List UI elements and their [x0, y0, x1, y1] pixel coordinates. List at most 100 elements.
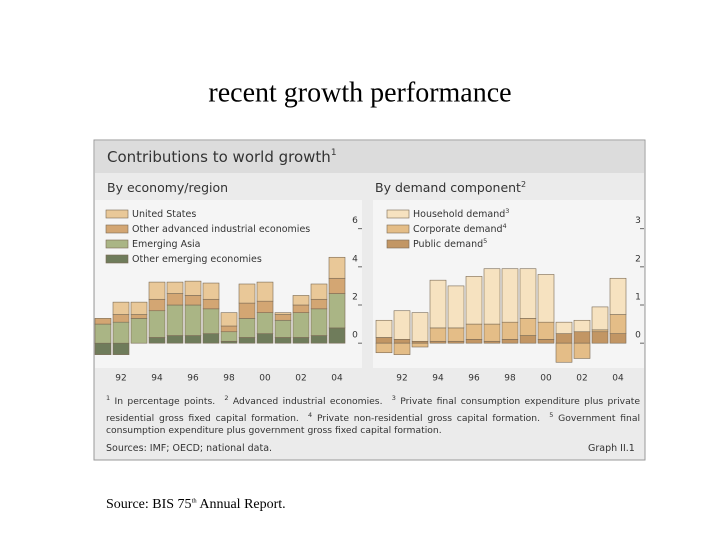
bar-segment [274, 314, 292, 321]
legend-label: Household demand3 [413, 207, 509, 220]
sources: Sources: IMF; OECD; national data. [106, 443, 273, 454]
footnote-text: In percentage points. [114, 396, 216, 408]
bar-segment [184, 280, 202, 296]
bar-segment [573, 331, 591, 344]
legend-label: Corporate demand4 [413, 222, 507, 235]
bar-segment [483, 268, 501, 325]
bar-segment [609, 333, 627, 344]
bar-segment [310, 283, 328, 300]
bar-segment [112, 321, 130, 344]
bar-segment [609, 314, 627, 334]
bar-segment [130, 301, 148, 315]
bar-segment [220, 312, 238, 327]
bar-segment [393, 339, 411, 344]
footnote-mark: 3 [391, 394, 396, 402]
source-text: Annual Report. [196, 497, 286, 512]
y-tick-label: 4 [352, 254, 358, 264]
legend-label: Emerging Asia [132, 239, 201, 250]
legend-swatch [105, 224, 129, 234]
legend-name: Corporate demand [413, 224, 503, 235]
y-tick-label: 0 [635, 331, 641, 341]
legend-label: Other advanced industrial economies [132, 224, 310, 235]
bar-segment [537, 339, 555, 344]
bar-segment [238, 337, 256, 344]
bar-segment [447, 327, 465, 342]
bar-segment [292, 295, 310, 306]
source: Source: BIS 75th Annual Report. [106, 497, 286, 513]
x-tick-label: 92 [115, 374, 126, 384]
legend-label: Public demand5 [413, 237, 487, 250]
chart-subtitle-text: By economy/region [107, 180, 228, 195]
bar-segment [328, 327, 346, 344]
legend-swatch [105, 239, 129, 249]
legend-swatch [386, 224, 410, 234]
legend-name: Public demand [413, 239, 483, 250]
footnote-text: Government final consumption expenditure… [106, 412, 641, 437]
legend-name: Household demand [413, 209, 505, 220]
legend-swatch [386, 209, 410, 219]
bar-segment [465, 339, 483, 344]
bar-segment [591, 306, 609, 331]
bar-segment [483, 323, 501, 342]
bar-segment [519, 318, 537, 336]
chart-subtitle-text: By demand component [375, 180, 521, 195]
footnote-mark: 5 [549, 410, 554, 419]
bar-segment [274, 319, 292, 338]
bar-segment [184, 335, 202, 344]
bar-segment [112, 342, 130, 355]
bar-segment [591, 331, 609, 344]
slide-title: recent growth performance [208, 77, 511, 108]
legend-swatch [386, 239, 410, 249]
x-tick-label: 04 [331, 374, 343, 384]
x-tick-label: 96 [187, 374, 199, 384]
bar-segment [112, 301, 130, 315]
bar-segment [292, 337, 310, 344]
legend-name: Emerging Asia [132, 239, 201, 250]
bar-segment [310, 308, 328, 336]
x-tick-label: 00 [259, 374, 271, 384]
bar-segment [537, 274, 555, 323]
bar-segment [519, 268, 537, 319]
bar-segment [537, 321, 555, 340]
bar-segment [220, 331, 238, 342]
x-tick-label: 00 [540, 374, 552, 384]
x-tick-label: 02 [295, 374, 306, 384]
bar-segment [555, 342, 573, 363]
footnote-mark: 4 [308, 410, 313, 419]
x-tick-label: 98 [223, 374, 235, 384]
bar-segment [256, 281, 274, 302]
bar-segment [148, 337, 166, 344]
bar-segment [555, 333, 573, 344]
bar-segment [310, 298, 328, 310]
legend-mark: 3 [505, 207, 509, 215]
bar-segment [166, 293, 184, 306]
bar-segment [94, 318, 112, 325]
bar-segment [148, 310, 166, 338]
bar-segment [501, 321, 519, 340]
bar-segment [429, 279, 447, 329]
bar-segment [328, 293, 346, 329]
footnote-mark: 1 [106, 394, 111, 402]
bar-segment [220, 325, 238, 333]
y-tick-label: 2 [635, 254, 641, 264]
bar-segment [274, 337, 292, 344]
legend-name: Other advanced industrial economies [132, 224, 310, 235]
legend-name: United States [132, 209, 196, 220]
bar-segment [238, 283, 256, 304]
legend-mark: 5 [483, 237, 487, 245]
bar-segment [130, 314, 148, 319]
bar-segment [501, 339, 519, 344]
bar-segment [202, 282, 220, 300]
bar-segment [519, 335, 537, 344]
bar-segment [375, 342, 393, 354]
bar-segment [166, 281, 184, 294]
bar-segment [148, 281, 166, 300]
legend-swatch [105, 209, 129, 219]
bar-segment [573, 342, 591, 359]
y-tick-label: 6 [352, 216, 358, 226]
footnote-text: Advanced industrial economies. [232, 396, 383, 408]
source-text: Source: BIS 75 [106, 497, 192, 512]
bar-segment [609, 277, 627, 315]
legend-label: United States [132, 209, 196, 220]
y-tick-label: 3 [635, 216, 641, 226]
